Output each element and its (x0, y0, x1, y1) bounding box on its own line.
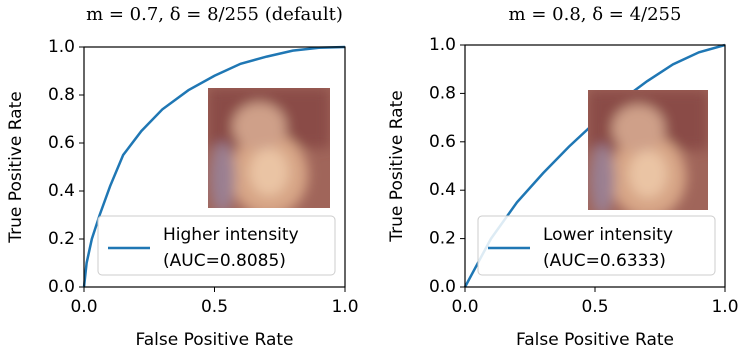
x-tick-label: 0.0 (70, 297, 97, 317)
image-content (208, 88, 330, 208)
y-tick-label: 0.2 (429, 229, 456, 249)
y-tick-label: 0.2 (48, 229, 75, 249)
y-tick-label: 0.6 (48, 133, 75, 153)
y-tick-label: 0.6 (429, 132, 456, 152)
axes-frame (83, 46, 346, 288)
legend-box (97, 215, 336, 276)
inset-image (208, 88, 330, 208)
axes-frame (464, 44, 726, 288)
legend-label: Lower intensity (543, 225, 673, 245)
legend-box (477, 215, 716, 276)
image-head (612, 104, 665, 153)
inset-image (588, 90, 708, 210)
y-axis-label: True Positive Rate (6, 91, 26, 243)
x-axis-label: False Positive Rate (516, 330, 674, 350)
y-tick-label: 0.0 (429, 277, 456, 297)
image-head (232, 102, 287, 151)
y-tick-label: 0.8 (429, 83, 456, 103)
x-tick-label: 0.5 (581, 297, 608, 317)
y-tick-label: 0.4 (429, 180, 456, 200)
chart-title: m = 0.8, δ = 4/255 (509, 4, 682, 25)
y-tick-label: 0.4 (48, 181, 75, 201)
x-tick-label: 1.0 (711, 297, 738, 317)
x-axis-label: False Positive Rate (136, 330, 294, 350)
y-tick-label: 0.0 (48, 277, 75, 297)
y-tick-label: 1.0 (48, 37, 75, 57)
x-tick-label: 0.5 (201, 297, 228, 317)
image-belly (628, 150, 668, 198)
legend-note: (AUC=0.8085) (163, 251, 286, 271)
roc-curve (82, 45, 346, 288)
chart-title: m = 0.7, δ = 8/255 (default) (86, 4, 343, 25)
legend-note: (AUC=0.6333) (543, 251, 666, 271)
image-belly (249, 148, 289, 196)
y-tick-label: 0.8 (48, 85, 75, 105)
x-tick-label: 0.0 (451, 297, 478, 317)
image-leaf (210, 142, 235, 208)
x-tick-label: 1.0 (331, 297, 358, 317)
y-axis-label: True Positive Rate (387, 90, 407, 242)
image-content (588, 90, 708, 210)
image-leaf (590, 144, 615, 210)
legend-label: Higher intensity (163, 225, 299, 245)
y-tick-label: 1.0 (429, 35, 456, 55)
